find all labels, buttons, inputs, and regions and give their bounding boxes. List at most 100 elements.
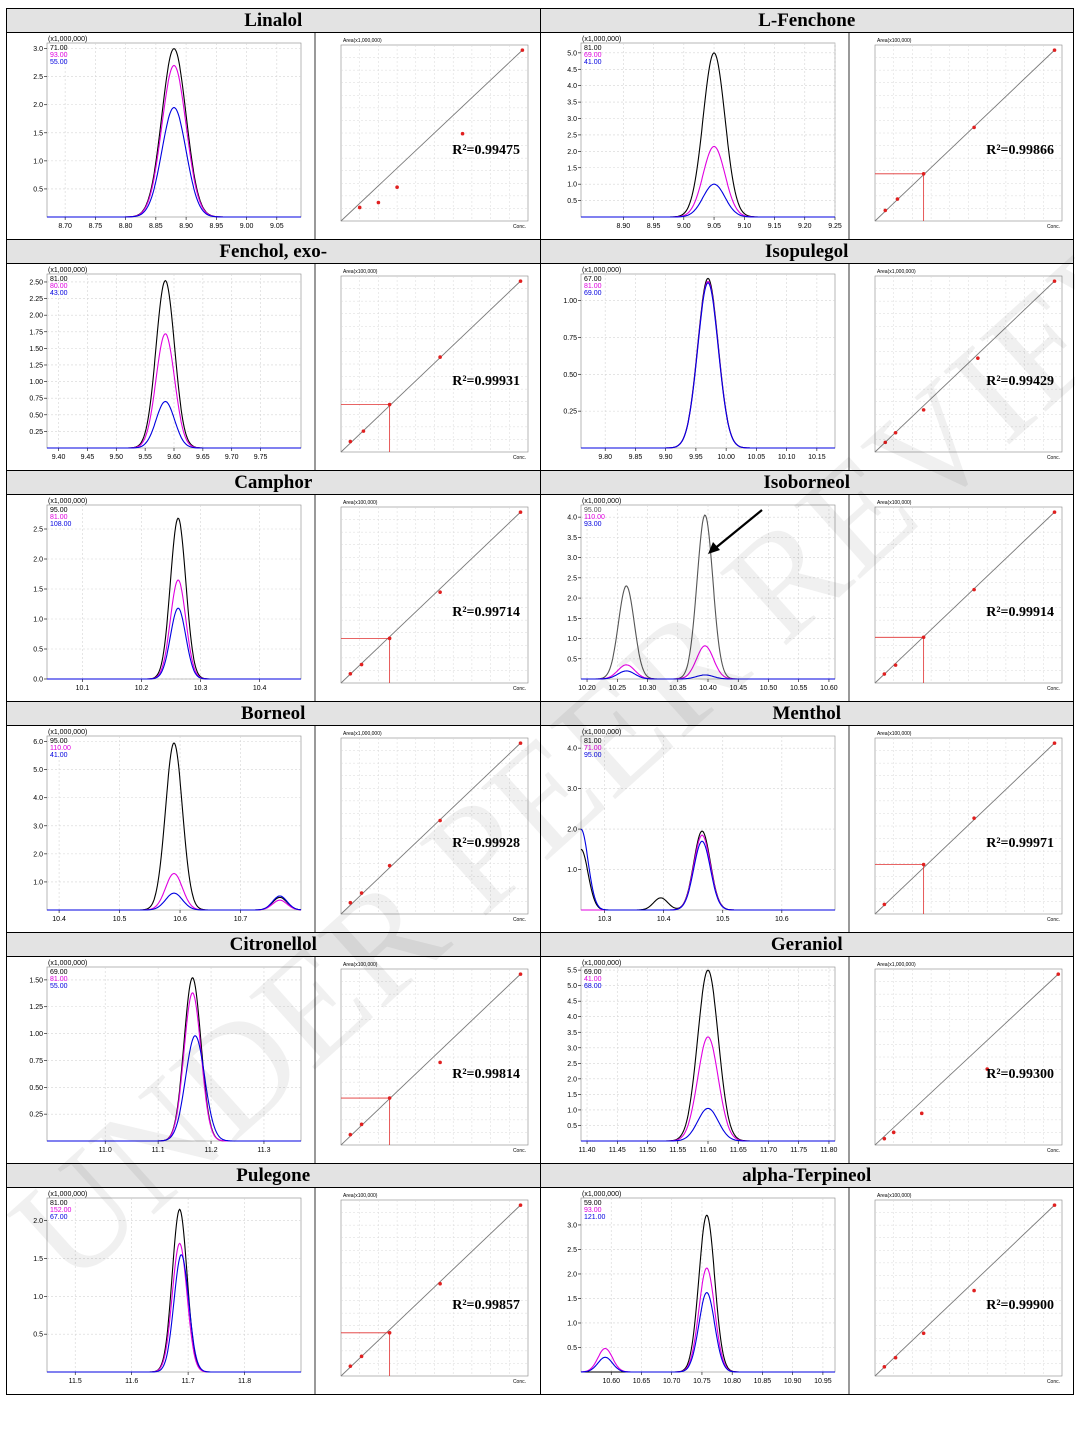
- panel-cell: 10.4 10.5 10.6 10.7 1.0 2.0 3.0 4.0 5.0 6.0 (x1,00…: [6, 725, 541, 933]
- tick-label-y: 1.00: [29, 379, 43, 386]
- tick-label-y: 0.5: [33, 1332, 43, 1339]
- tick-label-y: 5.0: [567, 50, 577, 57]
- tick-label-x: 10.70: [662, 1378, 680, 1385]
- tick-label-y: 2.5: [567, 575, 577, 582]
- tick-label-x: 8.80: [119, 223, 133, 230]
- data-point: [893, 663, 897, 667]
- calibration-curve: Area(x100,000) Conc. R²=0.99866: [874, 38, 1062, 230]
- tick-label-x: 11.1: [152, 1147, 165, 1154]
- series-trace: [580, 670, 835, 680]
- regression-line: [340, 511, 521, 684]
- series-trace: [47, 106, 301, 218]
- data-point: [387, 1330, 392, 1335]
- regression-line: [340, 1204, 521, 1377]
- axis-header: Area(x100,000): [343, 269, 378, 275]
- tick-label-y: 3.0: [567, 1222, 577, 1229]
- series-trace: [47, 892, 302, 911]
- tick-label-y: 1.0: [567, 1107, 577, 1114]
- tick-label-x: 10.65: [632, 1378, 650, 1385]
- data-point: [921, 635, 925, 640]
- tick-label-x: 9.25: [828, 223, 842, 230]
- tick-label-y: 0.5: [567, 1123, 577, 1130]
- tick-label-x: 10.00: [717, 454, 735, 461]
- data-point: [518, 279, 523, 283]
- regression-line: [874, 511, 1055, 684]
- tick-label-y: 1.00: [29, 1031, 43, 1038]
- tick-label-y: 2.5: [567, 132, 577, 139]
- tick-label-x: 9.40: [52, 454, 66, 461]
- data-point: [518, 741, 523, 745]
- legend-ion: 93.00: [584, 521, 602, 528]
- tick-label-y: 0.50: [29, 1085, 43, 1092]
- data-point: [882, 902, 886, 907]
- calibration-curve: Area(x1,000,000) Conc. R²=0.99429: [874, 269, 1062, 461]
- regression-line: [340, 973, 521, 1146]
- r-squared-label: R²=0.99914: [986, 605, 1054, 620]
- panel-cell: 10.1 10.2 10.3 10.4 0.0 0.5 1.0 1.5 2.0 2.5 (x1,00…: [6, 494, 541, 702]
- series-trace: [47, 1035, 301, 1142]
- data-point: [348, 1364, 353, 1368]
- tick-label-y: 2.5: [567, 1061, 577, 1068]
- axis-header: Area(x100,000): [343, 1193, 378, 1199]
- series-trace: [47, 607, 301, 680]
- tick-label-y: 2.0: [33, 557, 43, 564]
- tick-label-x: 11.45: [608, 1147, 625, 1154]
- chromatogram: 8.90 8.95 9.00 9.05 9.10 9.15 9.20 9.25 0.5 1.0 1.…: [567, 36, 842, 230]
- tick-label-x: 11.8: [238, 1378, 251, 1385]
- plot-frame: [580, 735, 835, 911]
- data-point: [359, 662, 364, 667]
- chromatogram: 10.60 10.65 10.70 10.75 10.80 10.85 10.90 10.95…: [567, 1191, 835, 1385]
- plot-frame: [46, 273, 302, 449]
- legend-ion: 81.00: [50, 976, 68, 983]
- tick-label-x: 8.85: [149, 223, 163, 230]
- calibration-curve: Area(x1,000,000) Conc. R²=0.99475: [340, 38, 529, 230]
- data-point: [971, 816, 976, 820]
- axis-label-x: Conc.: [1046, 224, 1059, 230]
- tick-label-y: 1.00: [563, 298, 577, 305]
- tick-label-x: 9.05: [707, 223, 721, 230]
- chromatogram: 10.3 10.4 10.5 10.6 1.0 2.0 3.0 4.0 (x1,000,000)…: [567, 729, 835, 923]
- tick-label-y: 0.50: [563, 372, 577, 379]
- tick-label-x: 11.3: [257, 1147, 270, 1154]
- tick-label-x: 10.75: [693, 1378, 711, 1385]
- tick-label-y: 3.0: [567, 116, 577, 123]
- scale-label: (x1,000,000): [582, 960, 621, 967]
- data-point: [361, 429, 366, 433]
- scale-label: (x1,000,000): [48, 267, 87, 274]
- tick-label-x: 9.20: [797, 223, 811, 230]
- axis-label-x: Conc.: [1046, 1379, 1059, 1385]
- tick-label-y: 3.0: [567, 1045, 577, 1052]
- scale-label: (x1,000,000): [582, 267, 621, 274]
- tick-label-y: 3.5: [567, 535, 577, 542]
- panel-figure: 8.70 8.75 8.80 8.85 8.90 8.95 9.00 9.05 0.5 1.0 1.…: [33, 33, 529, 239]
- legend-ion: 81.00: [584, 45, 602, 52]
- panel-figure: 10.4 10.5 10.6 10.7 1.0 2.0 3.0 4.0 5.0 6.0 (x1,00…: [33, 726, 529, 932]
- tick-label-x: 9.80: [598, 454, 612, 461]
- tick-label-x: 10.05: [747, 454, 765, 461]
- tick-label-x: 9.00: [240, 223, 254, 230]
- data-point: [895, 197, 899, 201]
- data-point: [921, 1331, 925, 1336]
- data-point: [387, 402, 392, 407]
- tick-label-y: 4.0: [567, 515, 577, 522]
- r-squared-label: R²=0.99814: [452, 1067, 520, 1082]
- data-point: [438, 818, 442, 823]
- panel-figure: 10.3 10.4 10.5 10.6 1.0 2.0 3.0 4.0 (x1,000,000)…: [567, 726, 1062, 932]
- tick-label-x: 10.4: [656, 916, 670, 923]
- regression-line: [340, 280, 521, 453]
- tick-label-x: 10.90: [783, 1378, 801, 1385]
- plot-frame: [580, 42, 835, 218]
- tick-label-x: 8.95: [646, 223, 660, 230]
- data-point: [438, 355, 442, 359]
- tick-label-y: 0.5: [567, 198, 577, 205]
- tick-label-x: 10.5: [715, 916, 729, 923]
- data-point: [348, 439, 353, 444]
- regression-line: [874, 973, 1059, 1146]
- axis-header: Area(x1,000,000): [877, 962, 916, 968]
- panel-title: Menthol: [539, 701, 1074, 726]
- tick-label-y: 1.0: [567, 1320, 577, 1327]
- data-point: [359, 1122, 364, 1127]
- tick-label-y: 1.0: [33, 879, 43, 886]
- axis-label-x: Conc.: [1046, 686, 1059, 692]
- legend-ion: 41.00: [50, 752, 68, 759]
